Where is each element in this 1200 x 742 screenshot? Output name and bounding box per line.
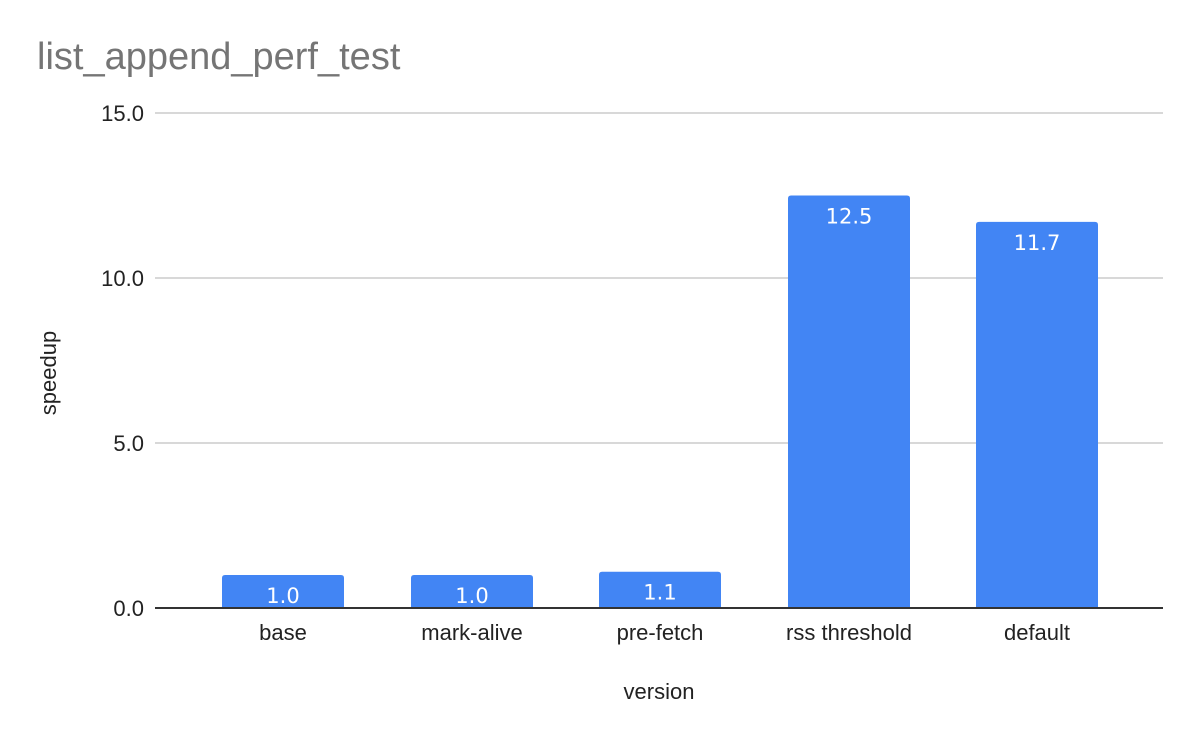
bar <box>222 575 344 608</box>
bar <box>788 195 910 608</box>
x-tick-label: pre-fetch <box>617 620 704 645</box>
x-tick-labels: base mark-alive pre-fetch rss threshold defa… <box>259 620 1070 645</box>
x-tick-label: mark-alive <box>421 620 522 645</box>
y-tick-label: 0.0 <box>113 596 144 621</box>
bar <box>599 571 721 608</box>
bar <box>976 221 1098 608</box>
x-tick-label: base <box>259 620 307 645</box>
bar-data-label: 1.1 <box>643 581 676 605</box>
y-tick-label: 5.0 <box>113 431 144 456</box>
y-axis-title: speedup <box>36 331 61 415</box>
bar <box>411 575 533 608</box>
bar-data-label: 1.0 <box>455 584 488 608</box>
y-tick-labels: 0.0 5.0 10.0 15.0 <box>101 101 144 621</box>
bar-data-label: 12.5 <box>826 205 873 229</box>
chart-title: list_append_perf_test <box>37 36 401 78</box>
y-tick-label: 10.0 <box>101 266 144 291</box>
x-tick-label: default <box>1004 620 1070 645</box>
x-tick-label: rss threshold <box>786 620 912 645</box>
x-axis-title: version <box>624 679 695 704</box>
bar-data-label: 1.0 <box>266 584 299 608</box>
y-tick-label: 15.0 <box>101 101 144 126</box>
bar-data-label: 11.7 <box>1014 231 1061 255</box>
bars <box>222 195 1098 608</box>
bar-data-labels: 1.0 1.0 1.1 12.5 11.7 <box>266 205 1060 609</box>
